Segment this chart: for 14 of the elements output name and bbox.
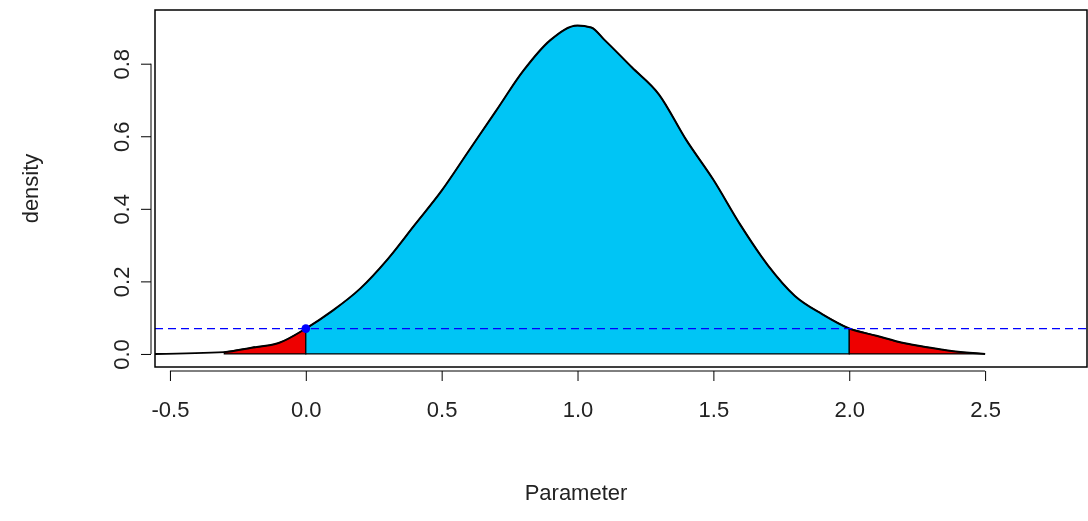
y-tick-label: 0.0 [108,339,134,370]
y-tick-label: 0.4 [108,194,134,225]
x-axis-title: Parameter [524,480,628,505]
x-tick-label: 2.0 [834,397,866,422]
x-tick-label: 2.5 [970,397,1001,422]
x-tick-label: 1.0 [562,397,594,422]
x-tick-label: 0.0 [291,397,322,422]
x-tick-label: 1.5 [698,397,730,422]
y-tick-label: 0.2 [108,266,134,298]
x-tick-label: 0.5 [426,397,458,422]
y-tick-label: 0.6 [108,121,134,153]
y-axis-title: density [18,153,43,224]
y-tick-label: 0.8 [108,48,134,80]
x-tick-label: -0.5 [151,397,190,422]
